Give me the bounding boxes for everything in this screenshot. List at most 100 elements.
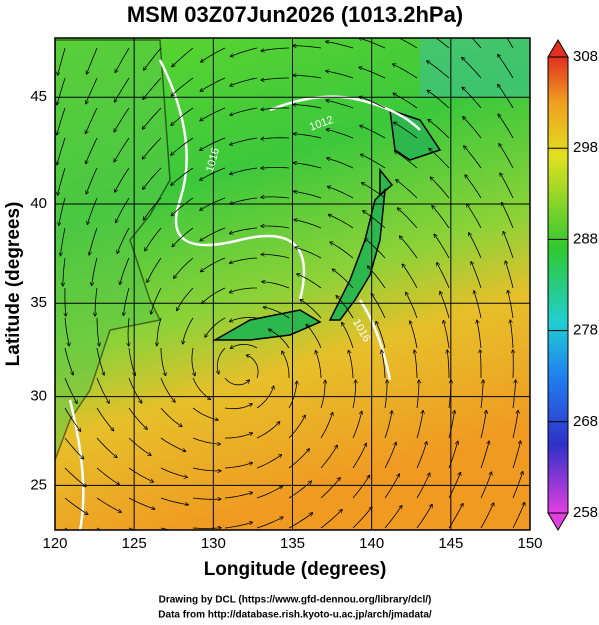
- streamline: [464, 146, 482, 169]
- streamline: [395, 151, 418, 169]
- streamline: [400, 236, 418, 259]
- streamline: [230, 257, 258, 263]
- streamline: [398, 208, 418, 229]
- streamline: [510, 320, 514, 349]
- streamline: [230, 197, 258, 204]
- streamline: [124, 287, 130, 315]
- streamline: [224, 404, 252, 410]
- streamline: [500, 173, 514, 199]
- streamline: [183, 317, 194, 344]
- streamline: [316, 351, 322, 379]
- streamline: [128, 437, 151, 455]
- streamline: [60, 227, 66, 256]
- streamline: [171, 107, 194, 125]
- streamline: [384, 411, 392, 439]
- streamline: [498, 114, 514, 139]
- streamline: [157, 317, 162, 346]
- streamline: [447, 350, 449, 378]
- streamline: [96, 347, 104, 375]
- streamline: [480, 441, 489, 469]
- x-tick-label: 130: [201, 535, 226, 552]
- streamline: [469, 233, 482, 259]
- streamline: [328, 187, 354, 199]
- streamline: [96, 407, 114, 431]
- streamline: [143, 197, 162, 220]
- streamline: [200, 227, 226, 241]
- streamline: [200, 167, 226, 180]
- streamline: [282, 351, 290, 378]
- streamline: [160, 497, 188, 505]
- streamline: [224, 463, 252, 469]
- streamline: [477, 320, 482, 349]
- streamline: [143, 167, 162, 189]
- colorbar-tick-label: 288: [573, 230, 598, 247]
- colorbar-tick-label: 258: [573, 504, 598, 521]
- streamline: [230, 137, 258, 145]
- streamline: [96, 317, 99, 346]
- streamline: [352, 443, 366, 469]
- streamline: [480, 380, 483, 409]
- streamline: [430, 177, 450, 199]
- colorbar-tick-label: 308: [573, 48, 598, 65]
- streamline: [86, 137, 98, 164]
- streamline: [261, 168, 290, 169]
- streamline: [217, 347, 226, 374]
- streamline: [330, 242, 354, 259]
- streamline: [115, 47, 130, 72]
- streamline: [336, 296, 354, 319]
- streamline: [393, 93, 418, 109]
- streamline: [87, 197, 98, 224]
- streamline: [225, 433, 252, 439]
- streamline: [160, 527, 172, 530]
- streamline: [352, 380, 356, 409]
- streamline: [192, 498, 221, 499]
- streamline: [465, 175, 482, 199]
- streamline: [128, 407, 147, 429]
- colorbar-tick-label: 298: [573, 139, 598, 156]
- x-tick-label: 140: [359, 535, 384, 552]
- streamline: [263, 307, 290, 319]
- streamline: [512, 441, 521, 469]
- streamline: [145, 227, 162, 251]
- credit: Data from http://database.rish.kyoto-u.a…: [158, 610, 432, 621]
- streamline: [192, 437, 220, 444]
- streamline: [262, 282, 290, 289]
- streamline: [360, 126, 386, 139]
- streamline: [256, 422, 280, 439]
- streamline: [293, 105, 322, 109]
- colorbar-tick-label: 268: [573, 413, 598, 430]
- streamline: [128, 497, 155, 509]
- title: MSM 03Z07Jun2026 (1013.2hPa): [127, 2, 463, 27]
- streamline: [65, 287, 66, 316]
- streamline: [402, 264, 418, 289]
- streamline: [499, 144, 514, 169]
- streamline: [261, 138, 290, 139]
- streamline: [261, 77, 289, 80]
- streamline: [300, 300, 322, 319]
- streamline: [471, 38, 482, 49]
- streamline: [230, 167, 258, 174]
- streamline: [201, 47, 226, 62]
- streamline: [326, 71, 354, 79]
- streamline: [363, 211, 386, 229]
- streamline: [64, 407, 81, 431]
- streamline: [360, 97, 386, 109]
- streamline: [160, 377, 175, 402]
- streamline: [201, 257, 226, 272]
- continent: [55, 39, 171, 461]
- streamline: [114, 137, 130, 162]
- cool-area: [420, 38, 530, 98]
- streamline: [429, 148, 450, 169]
- streamline: [261, 108, 290, 110]
- streamline: [142, 137, 162, 159]
- streamline: [376, 322, 386, 349]
- streamline: [432, 206, 450, 229]
- streamline: [396, 180, 418, 199]
- streamline: [64, 467, 86, 487]
- streamline: [230, 343, 258, 348]
- streamline: [171, 77, 194, 96]
- streamline: [191, 347, 195, 376]
- streamline: [320, 413, 333, 439]
- streamline: [172, 47, 194, 67]
- streamline: [448, 411, 455, 439]
